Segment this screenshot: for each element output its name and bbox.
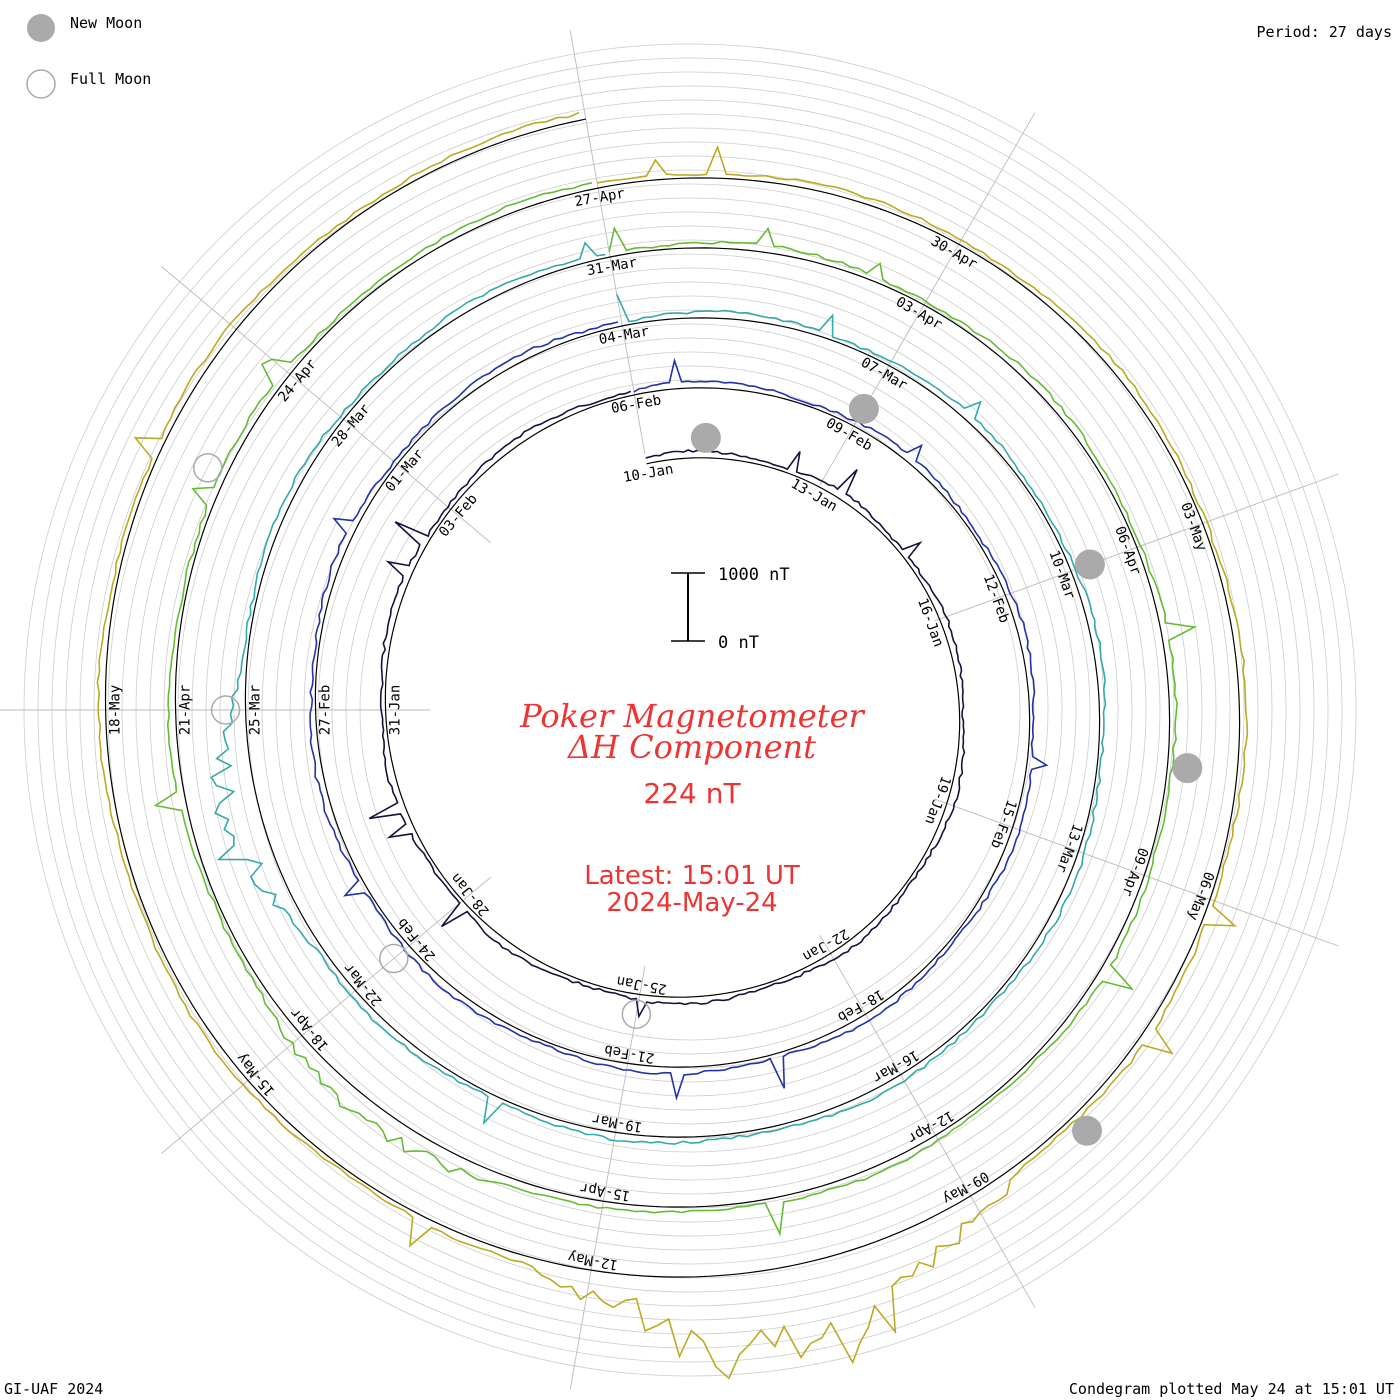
date-label: 27-Feb	[318, 685, 334, 736]
moon-markers	[193, 393, 1203, 1146]
new-moon-legend-label: New Moon	[70, 14, 142, 32]
series-trace	[153, 182, 1198, 1237]
date-label: 18-May	[108, 685, 124, 736]
series-trace	[309, 321, 1049, 1101]
scale-bar-bottom-label: 0 nT	[718, 633, 759, 653]
date-label: 21-Apr	[178, 685, 194, 736]
date-label: 04-Mar	[598, 323, 651, 348]
date-label: 15-May	[234, 1050, 279, 1099]
period-spoke	[934, 798, 1339, 947]
period-spoke	[569, 30, 646, 455]
new-moon-marker	[1072, 1115, 1103, 1146]
date-label: 25-Mar	[248, 685, 264, 736]
legend: New Moon Full Moon	[26, 14, 151, 99]
full-moon-legend-label: Full Moon	[70, 70, 151, 88]
new-moon-marker	[1172, 753, 1203, 784]
latest-time: Latest: 15:01 UT	[584, 861, 800, 891]
chart-title-line1: Poker Magnetometer	[519, 697, 865, 735]
period-spoke	[161, 266, 492, 544]
latest-date: 2024-May-24	[606, 888, 777, 918]
date-label: 10-Jan	[622, 461, 675, 486]
date-label: 24-Feb	[394, 915, 439, 964]
period-spoke	[569, 965, 646, 1390]
new-moon-marker	[1074, 549, 1105, 580]
date-label: 28-Mar	[329, 401, 374, 450]
data-traces	[96, 111, 1249, 1380]
date-label: 13-Jan	[788, 476, 840, 515]
scale-bar-top-label: 1000 nT	[718, 565, 790, 585]
scale-bar: 1000 nT 0 nT	[671, 565, 790, 653]
center-title: Poker Magnetometer ΔH Component 224 nT L…	[519, 697, 865, 918]
baseline-spiral	[104, 118, 1241, 1278]
period-spoke	[819, 934, 1036, 1308]
date-label: 03-Feb	[436, 491, 481, 540]
current-value: 224 nT	[643, 777, 741, 810]
date-label: 31-Jan	[388, 685, 404, 736]
date-label: 31-Mar	[586, 255, 639, 280]
full-moon-marker	[193, 453, 223, 483]
period-spokes	[0, 30, 1339, 1390]
date-label: 15-Apr	[579, 1179, 632, 1204]
date-label: 27-Apr	[573, 186, 626, 211]
full-moon-marker	[379, 943, 409, 974]
date-label: 24-Apr	[275, 356, 320, 405]
chart-title-line2: ΔH Component	[566, 728, 816, 766]
date-label: 22-Mar	[341, 960, 386, 1009]
full-moon-marker	[621, 999, 652, 1029]
series-trace	[210, 241, 1107, 1145]
new-moon-legend-icon	[27, 14, 55, 42]
period-label: Period: 27 days	[1257, 23, 1392, 41]
date-label: 21-Feb	[603, 1041, 656, 1066]
footer-left: GI-UAF 2024	[4, 1380, 103, 1398]
footer-right: Condegram plotted May 24 at 15:01 UT	[1069, 1380, 1394, 1398]
new-moon-marker	[690, 422, 721, 453]
date-label: 25-Jan	[615, 972, 668, 997]
date-label: 28-Jan	[448, 870, 493, 919]
series-trace	[368, 390, 966, 1019]
spiral-baselines	[104, 118, 1241, 1278]
date-label: 06-Feb	[610, 392, 663, 417]
new-moon-marker	[848, 393, 879, 424]
date-label: 12-Feb	[980, 572, 1012, 625]
full-moon-legend-icon	[26, 69, 56, 99]
date-label: 19-Mar	[591, 1110, 644, 1135]
date-label: 12-May	[567, 1248, 620, 1273]
period-spoke	[819, 112, 1036, 486]
period-spoke	[161, 876, 492, 1154]
date-label: 01-Mar	[382, 446, 427, 495]
series-trace	[96, 111, 1249, 1380]
full-moon-marker	[210, 695, 241, 725]
